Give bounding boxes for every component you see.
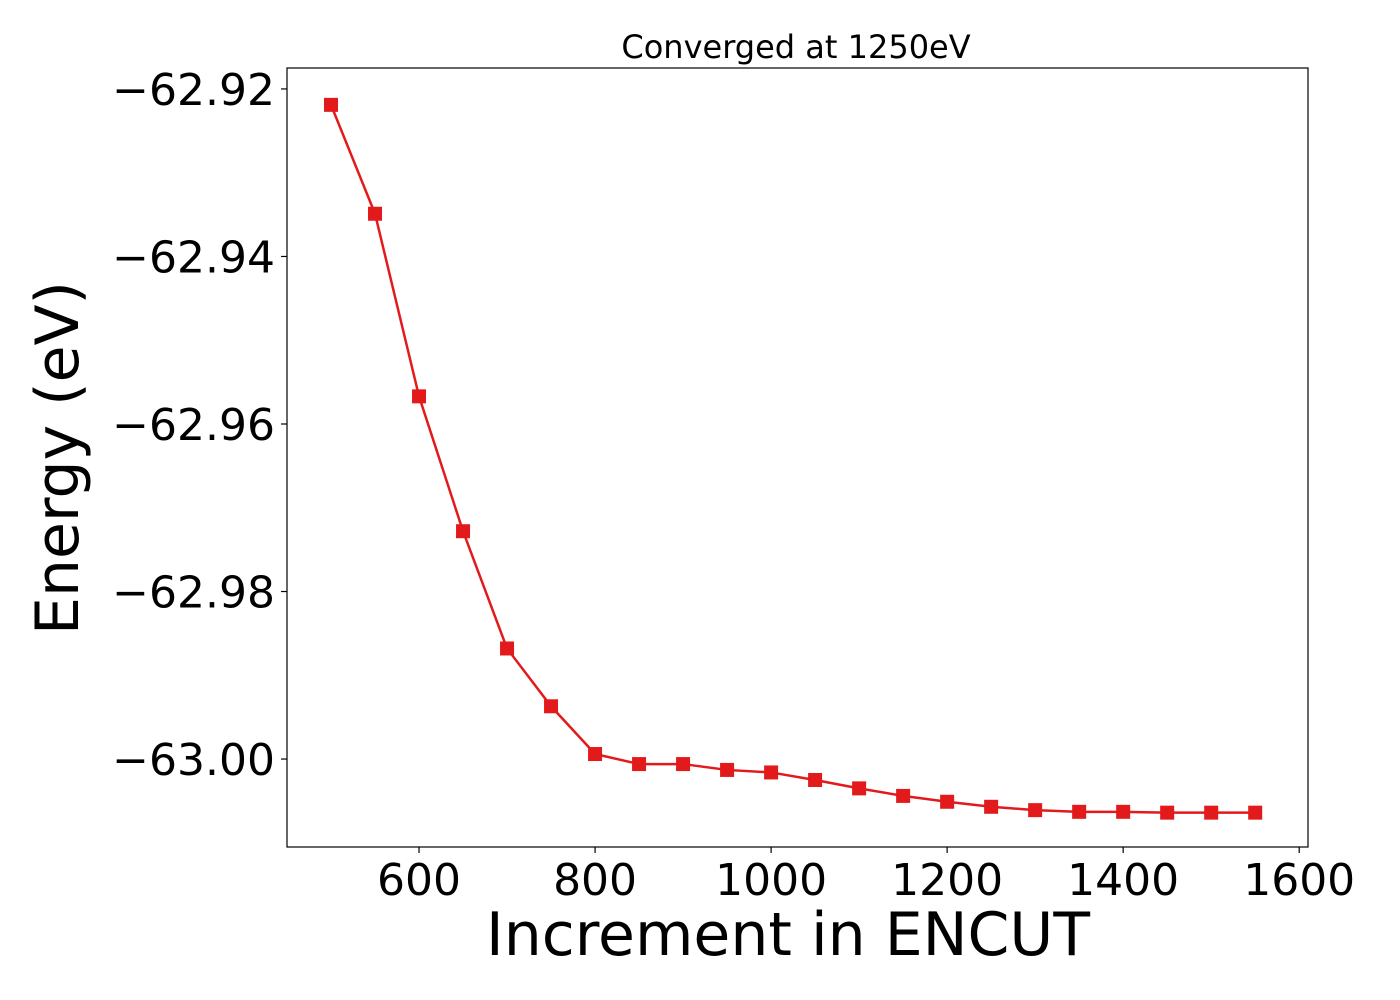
x-tick-label: 1200 [891,855,1003,906]
data-point [896,788,911,803]
data-point [412,389,427,404]
x-tick-label: 800 [553,855,637,906]
data-point [720,762,735,777]
data-point [940,794,955,809]
y-tick-label: −62.94 [112,232,275,283]
data-point [368,206,383,221]
x-axis-label: Increment in ENCUT [486,900,1090,970]
data-point [544,699,559,714]
y-axis: −62.92 −62.94 −62.96 −62.98 −63.00 [112,65,287,786]
data-point [456,524,471,539]
data-point [808,772,823,787]
data-point [500,641,515,656]
y-tick-label: −62.96 [112,400,275,451]
series-markers [324,97,1263,820]
data-point [1072,804,1087,819]
y-tick-label: −62.98 [112,568,275,619]
x-tick-label: 1600 [1243,855,1355,906]
chart-title: Converged at 1250eV [621,28,970,66]
data-point [1116,804,1131,819]
data-point [984,799,999,814]
plot-frame [286,67,1309,848]
data-point [588,747,603,762]
data-point [852,781,867,796]
data-point [1248,805,1263,820]
data-point [1028,803,1043,818]
y-axis-label: Energy (eV) [23,281,93,635]
y-tick-label: −62.92 [112,65,275,116]
x-tick-label: 1400 [1067,855,1179,906]
x-tick-label: 600 [377,855,461,906]
x-axis: 600 800 1000 1200 1400 1600 [377,847,1355,906]
data-point [676,757,691,772]
data-point [1160,805,1175,820]
series-line [329,104,1256,814]
y-tick-label: −63.00 [112,735,275,786]
x-tick-label: 1000 [715,855,827,906]
data-point [632,757,647,772]
data-point [324,97,339,112]
data-point [1204,805,1219,820]
data-point [764,765,779,780]
